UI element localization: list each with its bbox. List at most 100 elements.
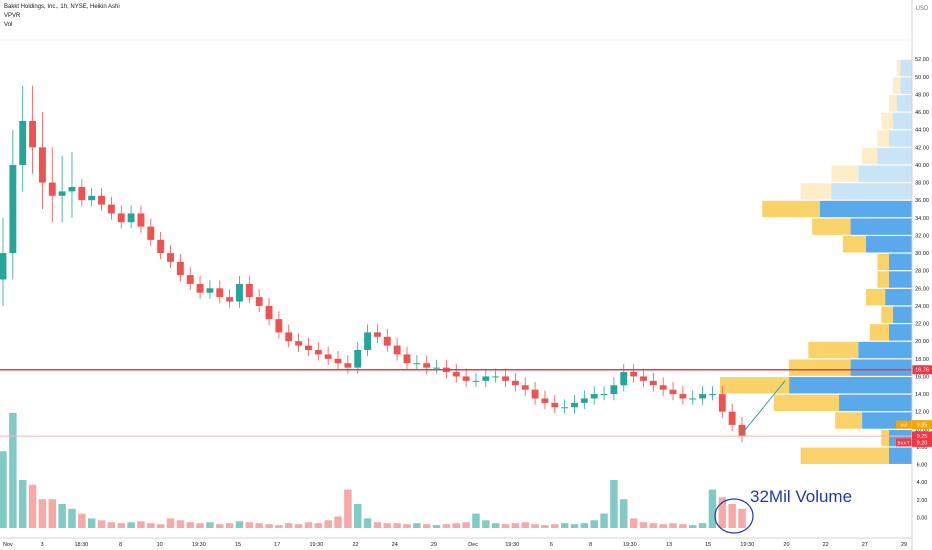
volume-bar — [669, 523, 677, 528]
candle-body — [403, 354, 411, 364]
candle-body — [265, 305, 273, 320]
volume-bar — [511, 523, 520, 528]
time-tick-label: 22 — [823, 542, 829, 548]
symbol-tag-text: Vol — [900, 423, 906, 428]
currency-label: USD — [916, 6, 929, 12]
vpvr-down-bar — [881, 306, 893, 323]
price-tick-label: 0.00 — [917, 515, 928, 521]
candle-body — [551, 402, 559, 408]
volume-bar — [432, 525, 441, 528]
vpvr-down-bar — [720, 377, 790, 394]
candle-body — [531, 389, 539, 399]
volume-bar — [117, 523, 125, 528]
candle-body — [314, 350, 322, 355]
vpvr-down-bar — [835, 412, 863, 429]
vpvr-down-bar — [877, 130, 889, 147]
time-tick-label: 24 — [392, 542, 398, 548]
price-label-tag — [912, 420, 932, 430]
volume-bar — [679, 524, 687, 528]
candle-body — [708, 394, 716, 396]
candle-body — [423, 363, 431, 368]
volume-bar — [629, 518, 638, 528]
volume-bar — [728, 504, 736, 528]
vpvr-up-bar — [892, 306, 912, 323]
volume-bar — [28, 484, 37, 528]
candle-body — [147, 226, 155, 240]
volume-bar — [580, 523, 589, 528]
volume-bar — [147, 523, 155, 528]
volume-bar — [137, 521, 145, 528]
volume-bar — [393, 523, 401, 528]
volume-bar — [491, 523, 500, 528]
volume-bar — [176, 520, 185, 528]
candle-body — [236, 283, 243, 302]
candle-body — [640, 376, 647, 381]
price-label-tag — [912, 431, 932, 441]
volume-bar — [422, 524, 431, 528]
volume-highlight-circle[interactable] — [714, 498, 754, 534]
vpvr-down-bar — [773, 394, 840, 412]
volume-bar — [78, 513, 86, 528]
candle-body — [571, 402, 578, 408]
candle-body — [68, 186, 76, 192]
vpvr-up-bar — [888, 130, 912, 147]
time-tick-label: 15 — [705, 542, 711, 548]
time-tick-label: 13 — [666, 542, 672, 548]
legend-vpvr[interactable]: VPVR — [4, 13, 21, 19]
candle-body — [462, 376, 470, 381]
candle-body — [452, 372, 460, 377]
candle-body — [590, 394, 598, 399]
volume-bar — [531, 524, 539, 528]
time-tick-label: 22 — [353, 542, 359, 548]
volume-bar — [649, 523, 658, 528]
candles — [0, 85, 746, 443]
vpvr-down-bar — [831, 165, 859, 182]
vpvr-up-bar — [888, 324, 912, 341]
volume-bar — [521, 522, 529, 528]
volume-bar — [472, 513, 480, 528]
volume-bar — [294, 524, 303, 528]
symbol-tag-text: BKKT — [898, 440, 910, 445]
candle-body — [127, 213, 135, 223]
vpvr-up-bar — [789, 377, 912, 394]
candle-body — [669, 389, 677, 395]
candle-body — [206, 288, 214, 293]
price-tick-label: 50.00 — [915, 75, 929, 81]
vpvr-up-bar — [858, 165, 912, 182]
volume-bar — [48, 499, 57, 528]
vpvr-down-bar — [842, 236, 866, 253]
price-tick-label: 22.00 — [915, 322, 929, 328]
volume-bar — [600, 513, 608, 528]
volume-bar — [708, 489, 717, 528]
volume-annotation-text[interactable]: 32Mil Volume — [750, 487, 852, 506]
legend-symbol-line: Bakkt Holdings, Inc., 1h, NYSE, Heikin A… — [4, 4, 120, 10]
volume-bar — [314, 523, 323, 528]
drawing-lines: 16.76 — [0, 365, 932, 437]
symbol-tag — [896, 420, 911, 429]
vpvr-down-bar — [896, 59, 901, 77]
price-tick-label: 28.00 — [915, 269, 929, 275]
candle-body — [649, 380, 657, 386]
volume-bar — [353, 504, 362, 528]
vpvr-up-bar — [888, 447, 912, 464]
vpvr-down-bar — [762, 200, 820, 218]
price-tick-label: 46.00 — [915, 110, 929, 116]
candle-body — [58, 191, 66, 196]
vpvr-down-bar — [800, 447, 889, 464]
volume-bar — [196, 523, 204, 528]
volume-bar — [324, 520, 332, 528]
legend-vol[interactable]: Vol — [4, 22, 13, 28]
time-tick-label: 3 — [41, 542, 44, 548]
trend-arrow-line[interactable] — [741, 380, 786, 435]
volume-bar — [235, 521, 244, 528]
volume-bar — [245, 522, 254, 528]
candle-body — [561, 407, 569, 409]
volume-bar — [0, 451, 7, 528]
candle-body — [373, 332, 381, 337]
volume-bar — [225, 523, 234, 528]
candle-body — [186, 275, 194, 284]
time-tick-label: 17 — [274, 542, 280, 548]
price-tick-label: 16.00 — [915, 374, 929, 380]
